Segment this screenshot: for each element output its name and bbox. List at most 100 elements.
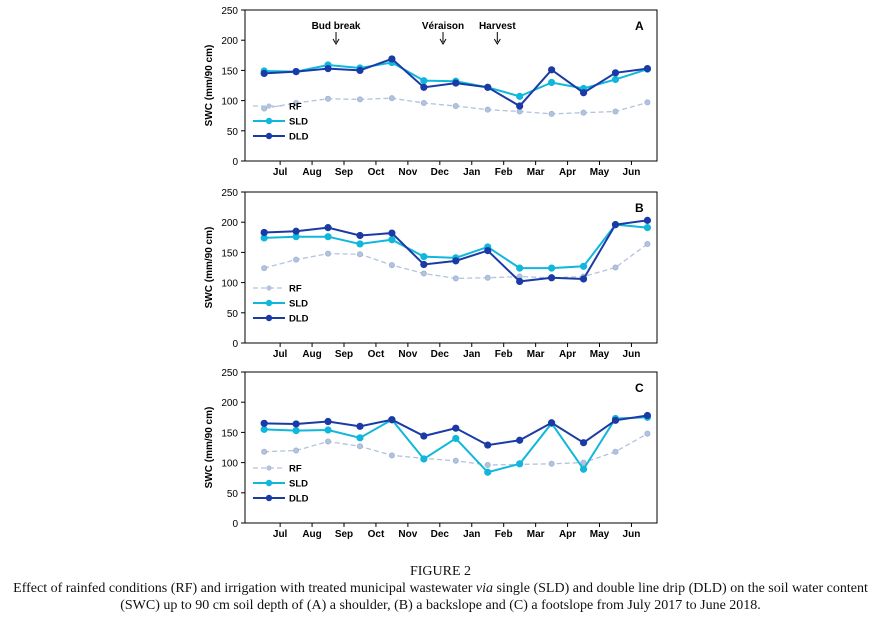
x-tick-label: Jul	[273, 349, 288, 360]
y-tick-label: 50	[227, 309, 239, 320]
data-point-sld	[579, 465, 588, 473]
data-point-sld	[516, 92, 524, 100]
y-tick-label: 0	[232, 519, 238, 530]
legend-label-dld: DLD	[289, 314, 309, 325]
data-point-rf	[261, 265, 268, 272]
data-point-dld	[324, 64, 332, 73]
x-tick-label: Dec	[431, 167, 450, 178]
caption-part-1: Effect of rainfed conditions (RF) and ir…	[13, 581, 473, 596]
data-point-sld	[260, 425, 268, 433]
data-point-dld	[484, 83, 492, 91]
caption-part-2: single (SLD) and double line drip (DLD) …	[120, 581, 868, 613]
legend-label-rf: RF	[289, 284, 302, 295]
data-point-dld	[260, 419, 268, 427]
data-point-dld	[516, 436, 524, 444]
data-point-rf	[612, 108, 619, 115]
data-point-dld	[260, 69, 268, 78]
x-tick-label: Aug	[302, 349, 321, 360]
y-tick-label: 50	[227, 489, 239, 500]
data-point-rf	[325, 438, 332, 445]
x-tick-label: Mar	[527, 167, 545, 178]
data-point-sld	[356, 240, 364, 248]
data-point-sld	[484, 468, 492, 476]
data-point-sld	[643, 224, 652, 232]
data-point-rf	[452, 457, 459, 464]
x-tick-label: May	[590, 529, 610, 540]
data-point-dld	[516, 102, 524, 110]
x-tick-label: Jan	[463, 167, 480, 178]
data-point-dld	[579, 439, 588, 447]
data-point-dld	[452, 79, 460, 87]
plot-frame	[244, 9, 658, 162]
data-point-dld	[643, 64, 652, 73]
y-tick-label: 200	[221, 36, 238, 47]
data-point-sld	[324, 426, 332, 434]
legend-marker-dld	[265, 132, 273, 140]
x-tick-label: Sep	[335, 167, 353, 178]
legend-marker-dld	[265, 314, 273, 322]
x-tick-label: Dec	[431, 349, 450, 360]
x-tick-label: Feb	[495, 167, 513, 178]
data-point-dld	[292, 227, 300, 235]
data-point-rf	[580, 109, 587, 116]
data-point-dld	[356, 422, 364, 430]
data-point-dld	[388, 416, 396, 424]
x-tick-label: Jan	[463, 529, 480, 540]
data-point-rf	[612, 264, 619, 271]
figure-title: FIGURE 2	[409, 564, 472, 579]
data-point-dld	[548, 274, 556, 282]
annotation-arrow-head	[332, 38, 340, 45]
y-axis-label: SWC (mm/90 cm)	[204, 45, 215, 127]
legend-label-sld: SLD	[289, 479, 308, 490]
y-tick-label: 150	[221, 248, 238, 259]
y-tick-label: 100	[221, 459, 238, 470]
data-point-dld	[516, 277, 524, 285]
data-point-dld	[292, 68, 300, 76]
legend-label-dld: DLD	[289, 132, 309, 143]
data-point-dld	[643, 216, 652, 224]
legend-label-rf: RF	[289, 464, 302, 475]
x-tick-label: Apr	[559, 167, 576, 178]
data-point-dld	[388, 229, 396, 237]
annotation-arrow-head	[439, 38, 447, 45]
data-point-rf	[548, 460, 555, 467]
data-point-dld	[356, 66, 364, 75]
legend-marker-rf	[266, 465, 272, 471]
data-point-rf	[548, 110, 555, 117]
panel-b: 0 50 100 150 200 250 SWC (mm/90 cm) Jul Aug Sep Oc…	[204, 188, 658, 360]
y-tick-label: 100	[221, 279, 238, 290]
data-point-rf	[356, 251, 363, 258]
data-point-sld	[548, 78, 556, 87]
y-tick-label: 0	[232, 157, 238, 168]
data-point-rf	[644, 99, 651, 106]
y-tick-label: 150	[221, 66, 238, 77]
x-tick-label: May	[590, 349, 610, 360]
data-point-rf	[452, 275, 459, 282]
data-point-sld	[516, 264, 524, 272]
data-point-rf	[644, 430, 651, 437]
data-point-rf	[420, 100, 427, 107]
annotation-label: Bud break	[312, 21, 361, 32]
plot-frame	[244, 371, 658, 524]
legend-label-sld: SLD	[289, 299, 308, 310]
data-point-rf	[293, 447, 300, 454]
legend-marker-rf	[266, 285, 272, 291]
y-tick-label: 50	[227, 127, 239, 138]
data-point-dld	[324, 224, 332, 232]
data-point-rf	[644, 240, 651, 247]
data-point-dld	[548, 419, 556, 427]
x-tick-label: Jul	[273, 529, 288, 540]
series-line-dld	[264, 219, 648, 283]
x-tick-label: Sep	[335, 529, 353, 540]
x-tick-label: Aug	[302, 529, 321, 540]
data-point-rf	[356, 96, 363, 103]
data-point-rf	[261, 448, 268, 455]
data-point-dld	[324, 417, 332, 426]
data-point-dld	[420, 260, 428, 269]
data-point-rf	[452, 103, 459, 110]
data-point-dld	[579, 275, 588, 283]
panel-c: 0 50 100 150 200 250 SWC (mm/90 cm) Jul Aug Sep Oc…	[204, 368, 658, 540]
caption-via: via	[475, 581, 494, 596]
legend-label-rf: RF	[289, 102, 302, 113]
data-point-sld	[548, 264, 556, 272]
